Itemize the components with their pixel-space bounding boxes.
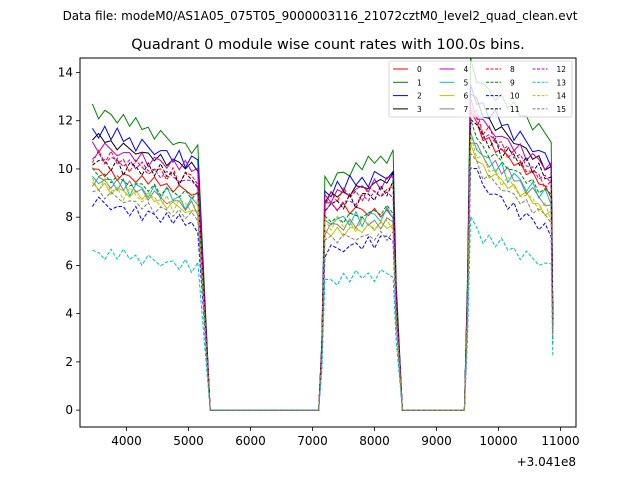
series-layer xyxy=(91,57,554,411)
y-tick-label: 0 xyxy=(65,403,73,417)
series-line-2 xyxy=(91,84,554,411)
legend-frame xyxy=(388,60,573,118)
series-line-5 xyxy=(92,132,554,411)
series-line-9 xyxy=(91,119,554,411)
series-line-15 xyxy=(92,151,554,411)
legend-label-7: 7 xyxy=(464,105,469,114)
y-tick-label: 4 xyxy=(65,307,73,321)
series-line-7 xyxy=(91,142,554,411)
x-tick-label: 8000 xyxy=(359,434,390,448)
legend-label-4: 4 xyxy=(464,65,469,74)
x-tick-label: 10000 xyxy=(479,434,517,448)
chart-suptitle: Data file: modeM0/AS1A05_075T05_90000031… xyxy=(63,9,578,23)
x-axis: 4000 5000 6000 7000 8000 9000 10000 11000 xyxy=(111,427,580,448)
x-tick-label: 7000 xyxy=(297,434,328,448)
legend-label-10: 10 xyxy=(510,92,520,101)
x-tick-label: 11000 xyxy=(541,434,579,448)
legend-label-14: 14 xyxy=(557,92,567,101)
series-line-8 xyxy=(91,110,554,411)
legend-label-6: 6 xyxy=(464,92,469,101)
y-axis: 0 2 4 6 8 10 12 14 xyxy=(58,65,80,417)
series-line-10 xyxy=(91,167,554,411)
series-line-3 xyxy=(92,93,554,411)
axes-frame xyxy=(79,57,577,428)
y-tick-label: 10 xyxy=(58,162,73,176)
legend-label-1: 1 xyxy=(417,78,422,87)
series-line-14 xyxy=(91,134,554,411)
plot-area xyxy=(79,57,577,428)
chart-title: Quadrant 0 module wise count rates with … xyxy=(131,37,525,53)
legend-label-11: 11 xyxy=(510,105,520,114)
x-axis-offset-label: +3.041e8 xyxy=(517,455,576,469)
x-tick-label: 5000 xyxy=(173,434,204,448)
x-tick-label: 4000 xyxy=(111,434,142,448)
y-tick-label: 2 xyxy=(65,355,73,369)
series-line-4 xyxy=(91,98,554,411)
x-tick-label: 9000 xyxy=(421,434,452,448)
legend-label-3: 3 xyxy=(417,105,422,114)
legend-label-15: 15 xyxy=(557,105,567,114)
legend-label-2: 2 xyxy=(417,92,422,101)
x-tick-label: 6000 xyxy=(235,434,266,448)
y-tick-label: 6 xyxy=(65,258,73,272)
y-tick-label: 8 xyxy=(65,210,73,224)
legend-label-8: 8 xyxy=(510,65,515,74)
series-line-13 xyxy=(92,214,554,411)
legend-label-9: 9 xyxy=(510,78,515,87)
legend-label-0: 0 xyxy=(417,65,422,74)
legend-label-5: 5 xyxy=(464,78,469,87)
y-tick-label: 12 xyxy=(58,114,73,128)
legend-label-12: 12 xyxy=(557,65,567,74)
y-tick-label: 14 xyxy=(58,65,73,79)
series-line-0 xyxy=(92,109,554,411)
legend-label-13: 13 xyxy=(557,78,567,87)
